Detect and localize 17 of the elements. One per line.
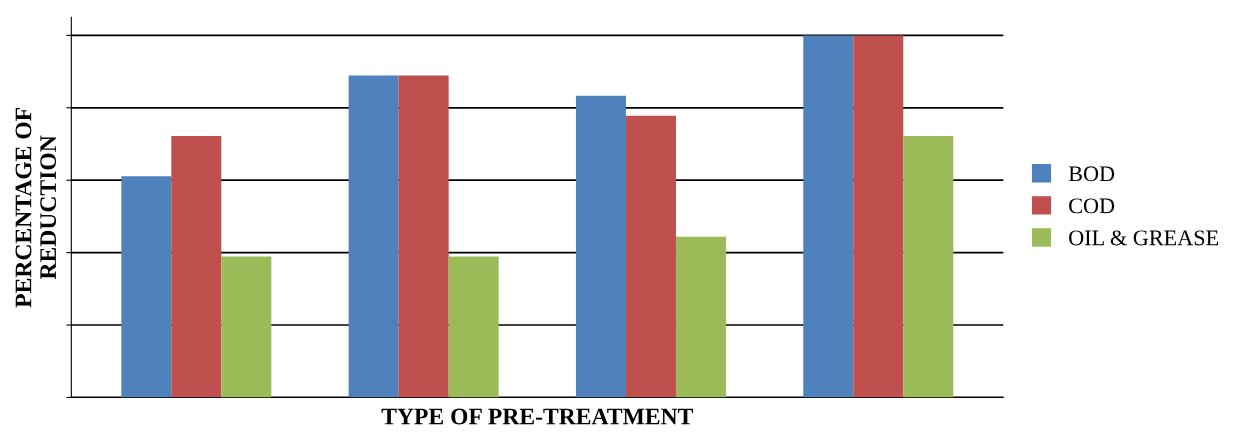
legend-label: BOD (1068, 166, 1115, 182)
legend-label: COD (1069, 198, 1115, 214)
y-axis-title: PERCENTAGE OF REDUCTION (15, 108, 57, 308)
bar (575, 95, 626, 398)
bar (448, 256, 499, 398)
legend-label: OIL & GREASE (1069, 230, 1219, 246)
bar (803, 35, 854, 398)
bar (121, 176, 172, 398)
bar (903, 136, 954, 398)
bar (398, 75, 449, 398)
bar (675, 236, 726, 398)
bar (221, 256, 272, 398)
x-axis-title: TYPE OF PRE-TREATMENT (381, 408, 694, 425)
bar (348, 75, 399, 398)
bar (625, 115, 676, 398)
bar (171, 136, 222, 398)
bar (853, 35, 904, 398)
